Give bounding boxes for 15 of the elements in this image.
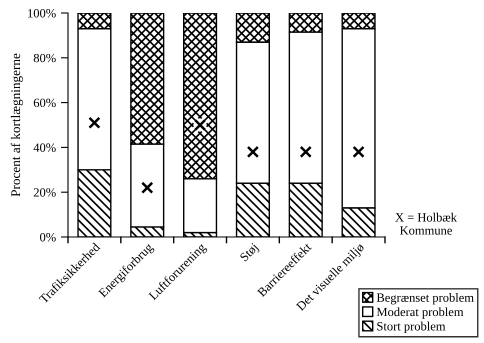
y-tick-label: 20% xyxy=(34,188,56,197)
y-tick-label: 100% xyxy=(28,9,56,18)
y-tick-label: 60% xyxy=(34,98,56,108)
y-axis-title: Procent af kortlægningerne xyxy=(10,54,23,196)
legend-label: Moderat problem xyxy=(376,307,464,319)
text: X = Holbæk Kommune xyxy=(395,212,457,235)
x-tick-label: Støj xyxy=(240,242,260,264)
y-tick-label: 40% xyxy=(34,143,56,152)
y-tick-label: 80% xyxy=(34,54,56,62)
legend-label: Begrænset problem xyxy=(376,293,474,304)
y-tick-label: 0% xyxy=(40,233,56,242)
point xyxy=(88,116,101,129)
point xyxy=(141,182,154,194)
point xyxy=(300,146,312,158)
legend-label: Stort problem xyxy=(377,322,446,333)
